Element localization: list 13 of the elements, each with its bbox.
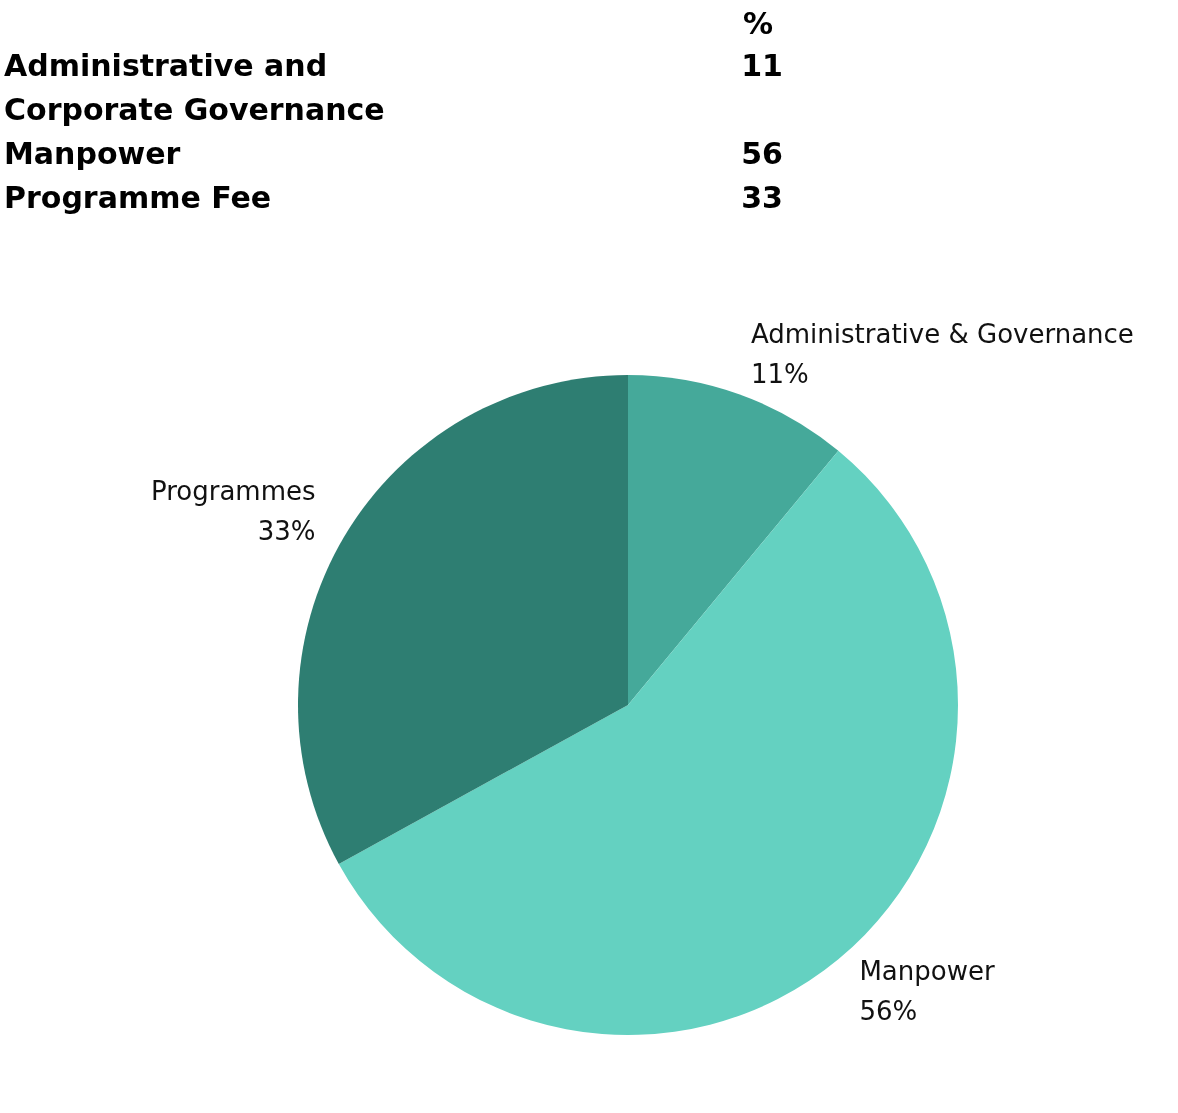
text: % <box>742 6 774 41</box>
data-label: 33% <box>257 516 316 547</box>
slice-label: Programmes <box>150 476 316 507</box>
data-label: 11 <box>741 48 783 83</box>
data-label: 11% <box>750 359 809 390</box>
category-label: Administrative and Corporate Governance <box>4 48 385 127</box>
category-label: Manpower <box>4 136 181 171</box>
slice-label: Manpower <box>859 955 995 986</box>
data-label: 56 <box>741 136 783 171</box>
category-label: Programme Fee <box>4 180 272 215</box>
slice-label: Administrative & Governance <box>750 319 1134 350</box>
data-label: 33 <box>741 180 783 215</box>
data-label: 56% <box>859 995 918 1026</box>
